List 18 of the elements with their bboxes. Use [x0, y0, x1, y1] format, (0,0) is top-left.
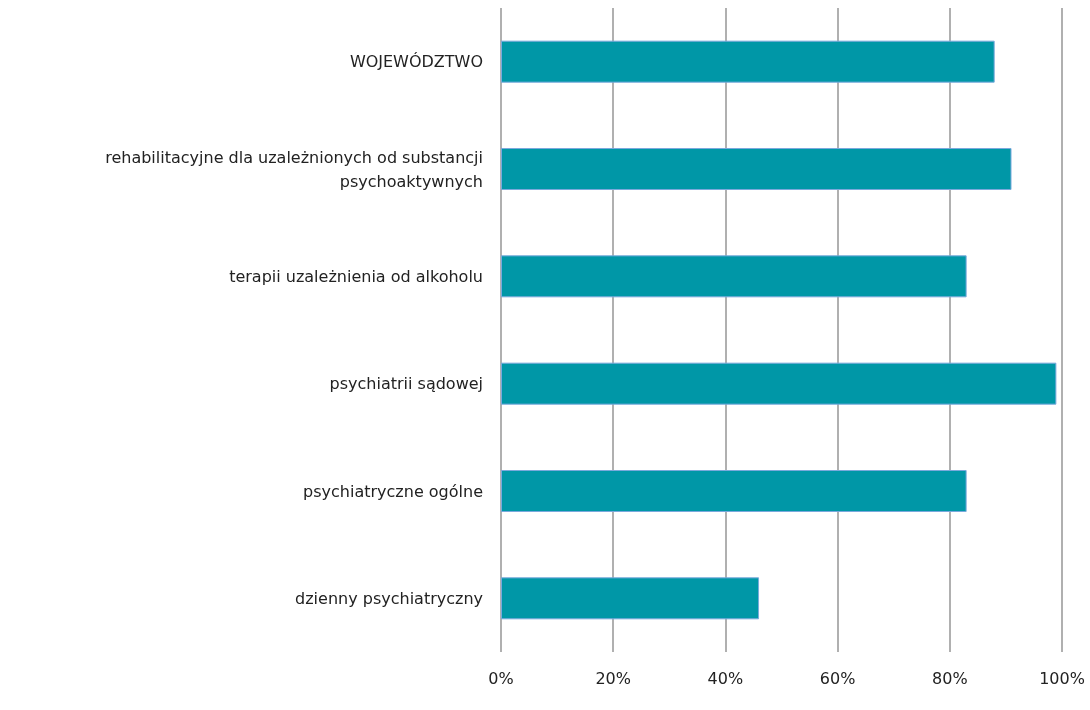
bar — [501, 577, 760, 620]
bar — [501, 40, 995, 83]
bar — [501, 148, 1012, 190]
x-tick-label: 0% — [488, 668, 514, 688]
x-tick-label: 60% — [819, 668, 856, 688]
x-tick-label: 20% — [595, 668, 631, 688]
y-tick-label: rehabilitacyjne dla uzależnionych od substancji psychoaktywnych — [105, 147, 483, 191]
y-tick-label: psychiatrii sądowej — [329, 374, 483, 394]
y-tick-label: terapii uzależnienia od alkoholu — [229, 266, 483, 286]
bar — [501, 255, 967, 298]
y-tick-label: dzienny psychiatryczny — [295, 588, 483, 608]
y-tick-label: psychiatryczne ogólne — [303, 481, 483, 501]
x-tick-label: 40% — [707, 668, 744, 688]
x-tick-label: 80% — [932, 668, 968, 688]
y-tick-label: WOJEWÓDZTWO — [349, 52, 483, 72]
bar — [501, 362, 1057, 405]
x-tick-label: 100% — [1039, 668, 1085, 688]
bar — [501, 470, 967, 512]
